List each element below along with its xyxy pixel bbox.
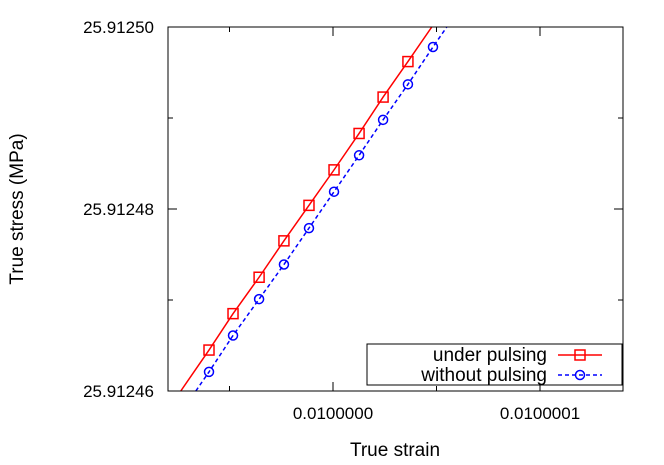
x-tick-label: 0.0100001: [500, 404, 580, 423]
square-marker: [402, 55, 414, 68]
legend-box: [366, 343, 623, 386]
circle-marker: [377, 114, 389, 126]
series-line-1: [195, 27, 448, 391]
square-marker: [353, 127, 365, 140]
circle-marker: [278, 259, 290, 270]
square-marker: [303, 199, 315, 212]
circle-marker: [303, 222, 315, 234]
circle-marker: [574, 369, 586, 381]
circle-marker: [427, 41, 439, 53]
circle-marker: [328, 186, 340, 197]
circle-marker: [402, 79, 414, 90]
y-tick-label: 25.91246: [83, 382, 154, 401]
square-marker: [377, 91, 389, 103]
legend-label-without-pulsing: without pulsing: [420, 365, 547, 386]
y-tick-label: 25.91250: [83, 18, 154, 37]
circle-marker: [227, 330, 239, 341]
square-marker: [253, 271, 265, 283]
circle-marker: [353, 150, 365, 161]
circle-marker: [253, 293, 265, 305]
circle-marker: [203, 366, 215, 378]
series-layer: [180, 27, 448, 391]
square-marker: [574, 349, 586, 361]
x-axis-label: True strain: [350, 440, 440, 461]
square-marker: [227, 307, 239, 320]
plot-frame: [167, 26, 624, 392]
square-marker: [203, 344, 215, 356]
x-tick-label: 0.0100000: [293, 404, 373, 423]
legend: under pulsing without pulsing: [366, 343, 623, 386]
legend-samples: [558, 349, 602, 381]
series-line-0: [180, 27, 433, 391]
square-marker: [278, 235, 290, 247]
y-tick-label: 25.91248: [83, 200, 154, 219]
ticks: [168, 27, 623, 391]
square-marker: [328, 164, 340, 176]
legend-label-under-pulsing: under pulsing: [433, 345, 547, 366]
y-axis-label: True stress (MPa): [7, 133, 28, 284]
